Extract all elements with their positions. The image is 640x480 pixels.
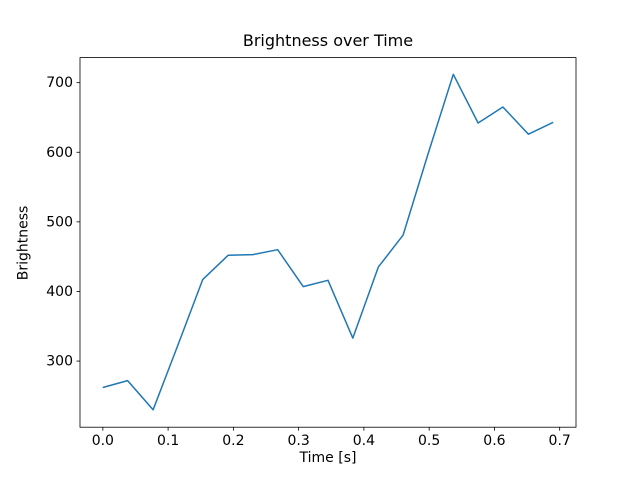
x-tick-label: 0.3 — [287, 433, 309, 449]
x-tick-label: 0.7 — [549, 433, 571, 449]
x-tick-label: 0.5 — [418, 433, 440, 449]
x-axis-label: Time [s] — [299, 450, 357, 466]
chart-title: Brightness over Time — [242, 31, 414, 50]
x-tick-label: 0.0 — [92, 433, 114, 449]
x-tick-label: 0.6 — [483, 433, 505, 449]
data-line — [102, 73, 554, 411]
axes-frame — [79, 57, 577, 428]
y-axis-label: Brightness — [15, 205, 32, 281]
y-tick-label: 600 — [46, 145, 73, 161]
y-tick-label: 700 — [46, 75, 73, 91]
y-tick-label: 300 — [46, 354, 73, 370]
x-tick-label: 0.2 — [222, 433, 244, 449]
y-tick-label: 500 — [46, 214, 73, 230]
x-tick-label: 0.1 — [157, 433, 179, 449]
x-tick-label: 0.4 — [353, 433, 375, 449]
y-tick-label: 400 — [46, 284, 73, 300]
